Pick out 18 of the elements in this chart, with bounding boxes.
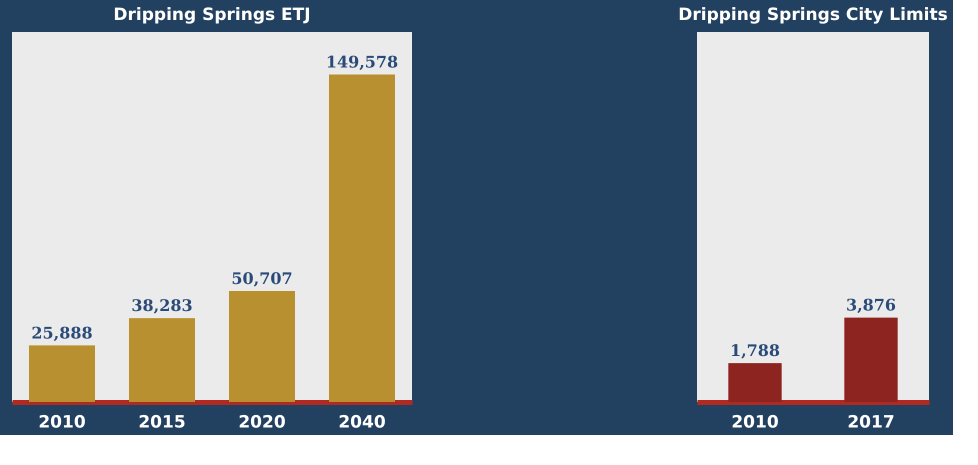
x-tick-label: 2015 [138,412,186,432]
data-label: 3,876 [846,296,896,315]
chart-title: Dripping Springs ETJ [113,5,311,25]
bar [229,290,295,402]
data-label: 50,707 [231,268,293,288]
x-tick-label: 2017 [847,412,895,432]
x-tick-label: 2020 [238,412,286,432]
x-tick-label: 2010 [38,412,86,432]
bar [129,318,195,402]
data-label: 38,283 [131,296,193,316]
data-label: 25,888 [31,323,93,342]
chart-title: Dripping Springs City Limits [678,5,948,25]
data-label: 149,578 [326,52,398,72]
data-label: 1,788 [730,341,780,360]
bar [29,345,95,402]
bar [329,74,395,402]
x-tick-label: 2040 [338,412,386,432]
x-tick-label: 2010 [731,412,779,432]
